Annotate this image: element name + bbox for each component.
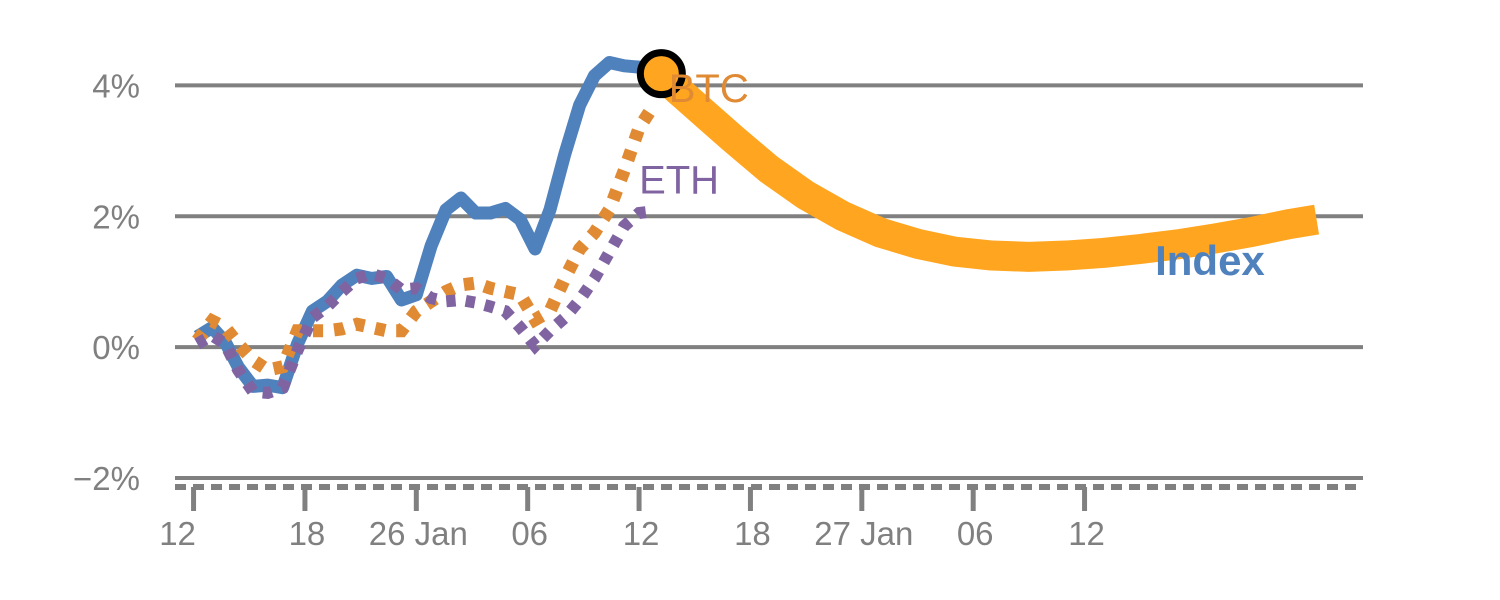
series-label-eth: ETH <box>639 158 719 202</box>
series-line-index <box>193 56 653 395</box>
x-tick-label: 27 Jan <box>814 515 913 552</box>
y-axis-tick-labels: 4% 2% 0% −2% <box>73 67 140 497</box>
y-tick-label: 0% <box>92 329 140 366</box>
annotations-group <box>636 49 686 99</box>
x-axis-group <box>175 484 1363 511</box>
series-labels-group: Index BTC ETH <box>639 67 1265 284</box>
x-tick-label: 12 <box>623 515 660 552</box>
x-tick-label: 06 <box>957 515 994 552</box>
y-tick-label: 2% <box>92 198 140 235</box>
series-line-eth <box>194 205 657 400</box>
x-axis-tick-labels: 12 18 26 Jan 06 12 18 27 Jan 06 12 <box>159 515 1105 552</box>
series-line-forecast <box>651 64 1320 272</box>
x-tick-label: 18 <box>734 515 771 552</box>
x-tick-label: 18 <box>289 515 326 552</box>
gridlines-group <box>175 83 1363 480</box>
series-group <box>192 56 1320 400</box>
y-tick-label: 4% <box>92 67 140 104</box>
current-point-marker[interactable] <box>636 49 686 99</box>
x-tick-label: 12 <box>159 515 196 552</box>
y-tick-label: −2% <box>73 460 140 497</box>
x-tick-label: 12 <box>1068 515 1105 552</box>
series-label-index: Index <box>1155 237 1265 284</box>
series-line-btc <box>192 101 660 377</box>
x-tick-label: 06 <box>511 515 548 552</box>
x-tick-label: 26 Jan <box>369 515 468 552</box>
series-label-btc: BTC <box>669 67 749 111</box>
